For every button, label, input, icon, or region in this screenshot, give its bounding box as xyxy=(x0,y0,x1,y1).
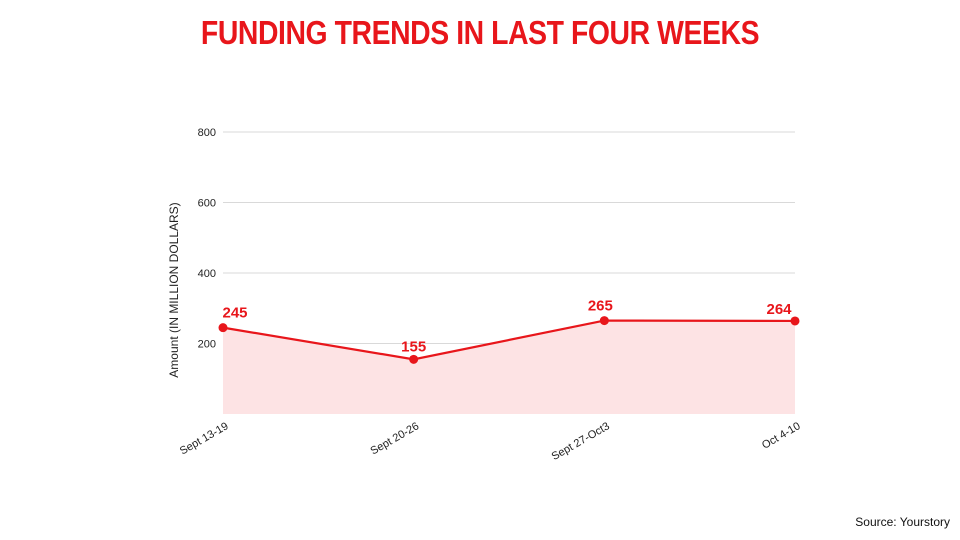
data-point xyxy=(599,316,609,326)
y-tick-label: 600 xyxy=(198,198,216,210)
x-tick-label: Sept 27-Oct3 xyxy=(550,420,612,463)
data-point xyxy=(409,354,419,364)
x-tick-label: Sept 13-19 xyxy=(178,420,231,457)
area-fill xyxy=(223,320,795,414)
x-tick-label: Sept 20-26 xyxy=(369,420,422,457)
series-line xyxy=(222,319,796,361)
data-point xyxy=(218,323,228,333)
y-tick-label: 800 xyxy=(198,127,216,139)
y-tick-label: 400 xyxy=(198,268,216,280)
y-axis-label: Amount (IN MILLION DOLLARS) xyxy=(167,202,181,377)
data-label: 245 xyxy=(222,305,247,322)
chart-title: FUNDING TRENDS IN LAST FOUR WEEKS xyxy=(200,14,760,51)
source-note: Source: Yourstory xyxy=(855,515,950,529)
data-label: 265 xyxy=(588,298,613,315)
x-tick-label: Oct 4-10 xyxy=(760,420,803,451)
data-label: 264 xyxy=(766,301,792,318)
data-label: 155 xyxy=(401,338,426,355)
y-tick-label: 200 xyxy=(198,339,216,351)
data-point xyxy=(790,316,800,326)
